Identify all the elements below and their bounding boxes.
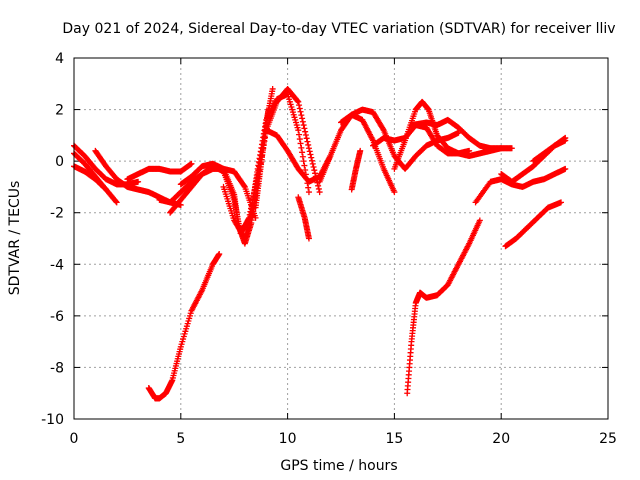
series-arc-24 — [530, 134, 569, 165]
data-point — [135, 178, 142, 185]
data-point — [113, 199, 120, 206]
y-tick-label: 4 — [55, 51, 64, 67]
data-point — [306, 148, 313, 155]
x-tick-label: 25 — [599, 431, 617, 447]
axis-tick-labels: 0 5 10 15 20 25 -10 -8 -6 -4 -2 0 2 4 — [41, 51, 617, 447]
data-point — [315, 185, 322, 192]
data-point — [305, 141, 312, 148]
data-point — [305, 145, 312, 152]
data-point — [300, 158, 307, 165]
y-tick-label: -10 — [41, 412, 64, 428]
data-point — [299, 115, 306, 122]
data-point — [305, 184, 312, 191]
data-point — [310, 164, 317, 171]
series-arc-15 — [348, 147, 364, 193]
data-point — [252, 214, 259, 221]
data-point — [476, 217, 483, 224]
data-point — [269, 85, 276, 92]
data-point — [298, 144, 305, 151]
x-tick-label: 10 — [279, 431, 297, 447]
data-point — [311, 167, 318, 174]
data-points — [71, 85, 569, 402]
data-point — [265, 106, 272, 113]
y-tick-label: -2 — [50, 206, 64, 222]
data-point — [296, 102, 303, 109]
data-point — [316, 189, 323, 196]
data-point — [102, 185, 109, 192]
data-point — [562, 165, 569, 172]
data-point — [391, 189, 398, 196]
data-point — [295, 98, 302, 105]
series-arc-19 — [404, 217, 483, 397]
x-tick-label: 0 — [70, 431, 79, 447]
data-point — [294, 97, 301, 104]
data-point — [379, 125, 386, 132]
data-point — [304, 138, 311, 145]
data-point — [299, 118, 306, 125]
data-point — [302, 131, 309, 138]
data-point — [312, 170, 319, 177]
y-tick-label: -6 — [50, 309, 64, 325]
data-point — [302, 166, 309, 173]
data-point — [309, 160, 316, 167]
data-point — [241, 182, 248, 189]
x-axis-label: GPS time / hours — [280, 458, 397, 474]
data-point — [315, 182, 322, 189]
data-point — [297, 140, 304, 147]
series-arc-23 — [502, 199, 565, 250]
x-tick-label: 20 — [492, 431, 510, 447]
data-point — [296, 105, 303, 112]
data-point — [298, 112, 305, 119]
data-point — [558, 199, 565, 206]
data-point — [307, 151, 314, 158]
plot-frame — [73, 57, 609, 420]
series-arc-18 — [408, 116, 515, 152]
y-tick-label: -4 — [50, 257, 64, 273]
y-tick-label: 2 — [55, 103, 64, 119]
series-arc-10 — [252, 106, 272, 211]
data-point — [301, 125, 308, 132]
data-point — [296, 131, 303, 138]
data-point — [188, 160, 195, 167]
data-point — [295, 127, 302, 134]
data-point — [508, 145, 515, 152]
axis-ticks — [73, 57, 609, 420]
data-point — [103, 186, 110, 193]
data-point — [299, 149, 306, 156]
y-tick-label: -8 — [50, 360, 64, 376]
data-point — [297, 108, 304, 115]
data-point — [299, 153, 306, 160]
data-point — [296, 136, 303, 143]
data-point — [309, 157, 316, 164]
series-arc-5 — [124, 160, 195, 183]
y-axis-label: SDTVAR / TECUs — [7, 181, 23, 296]
data-point — [305, 189, 312, 196]
data-point — [466, 147, 473, 154]
data-point — [301, 162, 308, 169]
series-arc-21 — [472, 165, 569, 206]
series-arc-9 — [220, 91, 312, 242]
data-point — [305, 235, 312, 242]
data-point — [300, 122, 307, 129]
series-arc-11 — [263, 127, 334, 185]
grid-lines — [74, 58, 608, 419]
y-tick-label: 0 — [55, 154, 64, 170]
series-arc-12 — [295, 194, 312, 242]
chart-title: Day 021 of 2024, Sidereal Day-to-day VTE… — [62, 21, 615, 37]
x-tick-label: 15 — [385, 431, 403, 447]
data-point — [112, 198, 119, 205]
data-point — [303, 135, 310, 142]
series-arc-20 — [145, 250, 223, 402]
data-point — [308, 154, 315, 161]
series-arc-14 — [338, 106, 462, 172]
data-point — [562, 134, 569, 141]
series-arc-3 — [71, 150, 110, 193]
data-point — [302, 128, 309, 135]
data-point — [357, 147, 364, 154]
x-tick-label: 5 — [176, 431, 185, 447]
data-point — [216, 250, 223, 257]
